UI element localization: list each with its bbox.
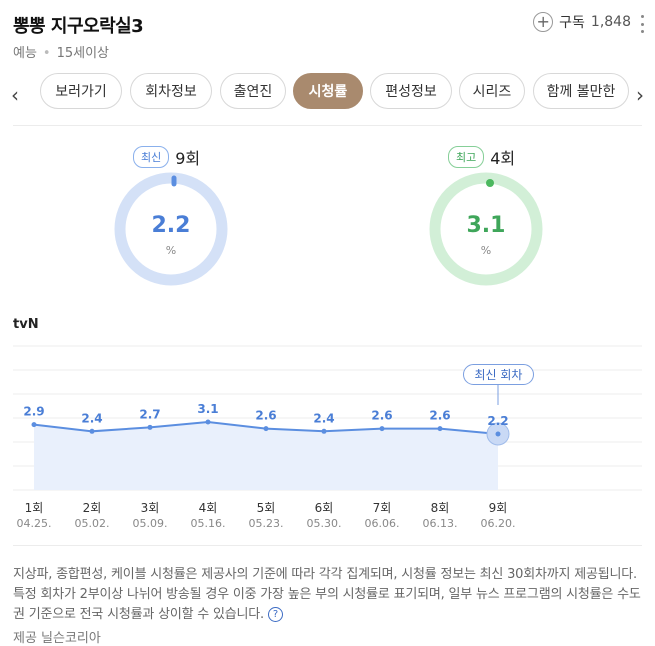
- plus-icon: +: [533, 12, 554, 32]
- best-badge: 최고: [448, 146, 485, 168]
- data-label: 3.1: [197, 402, 218, 416]
- data-point[interactable]: [89, 428, 95, 434]
- subscribe-button[interactable]: + 구독 1,848: [533, 12, 631, 32]
- x-tick-date: 05.30.: [306, 517, 342, 530]
- latest-rating-donut: [114, 172, 228, 286]
- subscribe-count: 1,848: [590, 14, 631, 30]
- data-label: 2.9: [23, 405, 44, 419]
- chevron-right-icon[interactable]: ›: [636, 83, 644, 107]
- best-episode: 4회: [490, 149, 516, 168]
- genre-text: 예능: [13, 46, 37, 61]
- tab-watch[interactable]: 보러가기: [40, 73, 122, 109]
- latest-badge: 최신: [133, 146, 170, 168]
- subscribe-label: 구독: [559, 15, 585, 31]
- latest-episode: 9회: [175, 149, 201, 168]
- data-point[interactable]: [437, 426, 443, 432]
- x-tick-episode: 8회: [430, 501, 450, 515]
- data-point[interactable]: [321, 428, 327, 434]
- data-point[interactable]: [263, 426, 269, 432]
- x-tick-episode: 3회: [140, 501, 160, 515]
- data-point[interactable]: [205, 419, 211, 425]
- x-tick-episode: 6회: [314, 501, 334, 515]
- program-meta: 예능 • 15세이상: [13, 46, 110, 61]
- data-label: 2.6: [371, 409, 392, 423]
- x-tick-date: 05.23.: [248, 517, 284, 530]
- x-tick-episode: 2회: [82, 501, 102, 515]
- x-tick-episode: 9회: [488, 501, 508, 515]
- x-tick-episode: 7회: [372, 501, 392, 515]
- x-tick-episode: 1회: [24, 501, 44, 515]
- data-label: 2.2: [487, 414, 508, 428]
- latest-rating-value: 2.2: [151, 213, 191, 238]
- x-tick-date: 05.09.: [132, 517, 168, 530]
- chevron-left-icon[interactable]: ‹: [11, 83, 19, 107]
- x-tick-date: 04.25.: [16, 517, 52, 530]
- tab-related[interactable]: 함께 볼만한: [533, 73, 629, 109]
- tab-series[interactable]: 시리즈: [459, 73, 525, 109]
- title-row: 뽕뽕 지구오락실3: [13, 12, 645, 38]
- data-label: 2.6: [255, 409, 276, 423]
- tab-episodes[interactable]: 회차정보: [130, 73, 212, 109]
- ratings-notice: 지상파, 종합편성, 케이블 시청률은 제공사의 기준에 따라 각각 집계되며,…: [13, 565, 645, 625]
- x-tick-date: 06.20.: [480, 517, 516, 530]
- latest-episode-label: 최신 9회: [133, 145, 200, 169]
- data-label: 2.4: [81, 411, 102, 425]
- program-title: 뽕뽕 지구오락실3: [13, 16, 144, 37]
- ratings-chart: 2.9 2.4 2.7 3.1 2.6 2.4 2.6 2.6 2.2: [13, 345, 642, 491]
- x-tick-date: 06.06.: [364, 517, 400, 530]
- tab-schedule[interactable]: 편성정보: [370, 73, 452, 109]
- best-rating-unit: %: [480, 244, 492, 257]
- data-source: 제공 닐슨코리아: [13, 631, 101, 646]
- channel-label: tvN: [13, 317, 39, 332]
- data-point[interactable]: [147, 424, 153, 430]
- data-label: 2.6: [429, 409, 450, 423]
- tab-bar: ‹ 보러가기 회차정보 출연진 시청률 편성정보 시리즈 함께 볼만한 ›: [0, 73, 655, 117]
- age-rating-text: 15세이상: [56, 46, 110, 61]
- x-tick-date: 06.13.: [422, 517, 458, 530]
- latest-episode-tooltip: 최신 회차: [463, 364, 534, 385]
- latest-rating-unit: %: [165, 244, 177, 257]
- best-rating-donut: [429, 172, 543, 286]
- data-point[interactable]: [495, 431, 501, 437]
- notice-text: 지상파, 종합편성, 케이블 시청률은 제공사의 기준에 따라 각각 집계되며,…: [13, 567, 641, 622]
- note-divider: [13, 545, 642, 546]
- x-tick-episode: 5회: [256, 501, 276, 515]
- data-point[interactable]: [379, 426, 385, 432]
- x-tick-date: 05.16.: [190, 517, 226, 530]
- tab-ratings[interactable]: 시청률: [293, 73, 363, 109]
- data-point[interactable]: [31, 422, 37, 428]
- ratings-area: [34, 422, 498, 490]
- data-label: 2.4: [313, 411, 334, 425]
- best-episode-label: 최고 4회: [448, 145, 515, 169]
- data-label: 2.7: [139, 407, 160, 421]
- tab-cast[interactable]: 출연진: [220, 73, 286, 109]
- best-rating-value: 3.1: [466, 213, 506, 238]
- help-icon[interactable]: ?: [267, 607, 283, 622]
- x-tick-date: 05.02.: [74, 517, 110, 530]
- more-options-icon[interactable]: [641, 15, 645, 33]
- section-divider: [13, 125, 642, 126]
- x-tick-episode: 4회: [198, 501, 218, 515]
